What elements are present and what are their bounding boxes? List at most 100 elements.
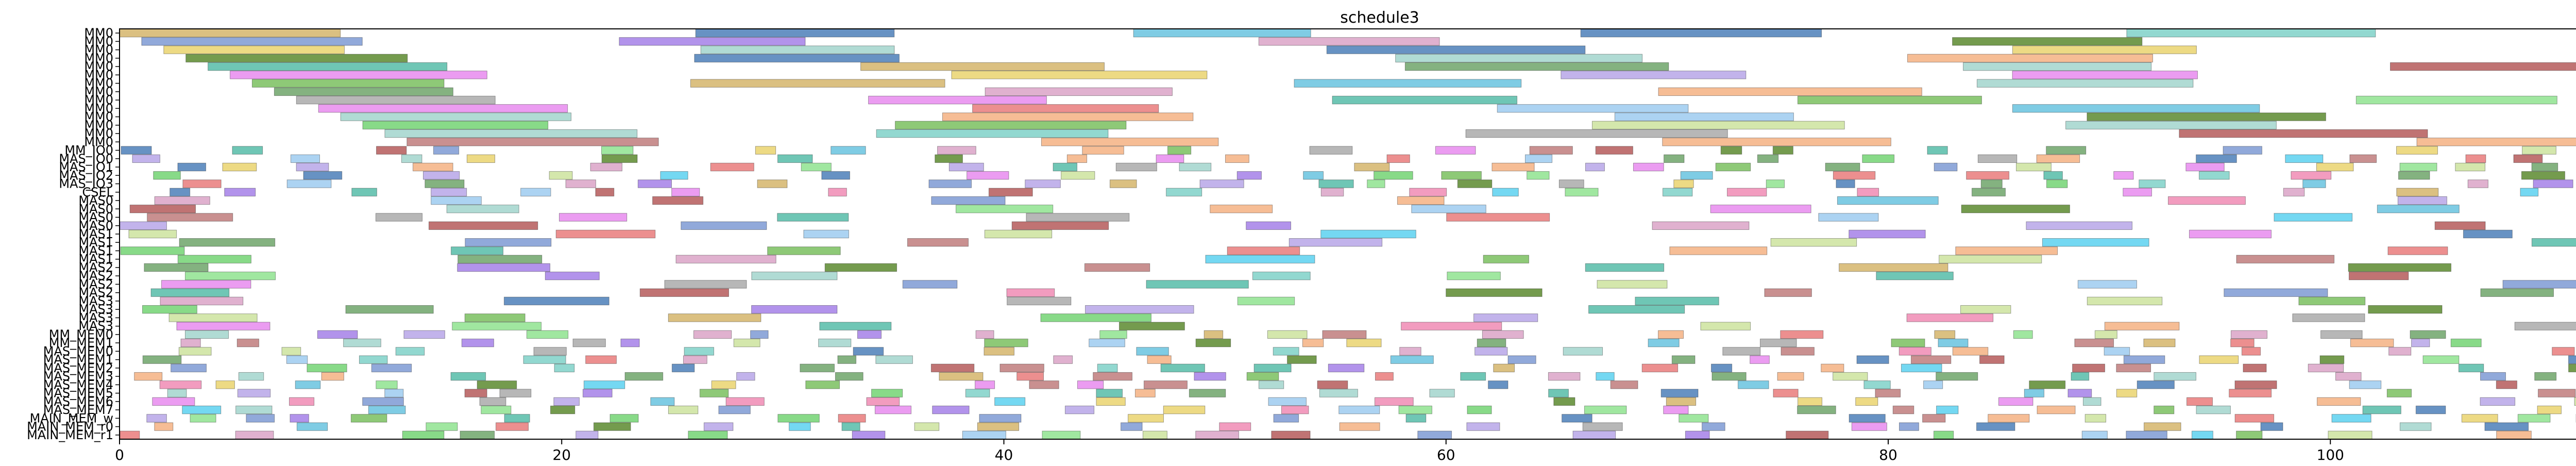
task-bar [821, 171, 850, 180]
task-bar [368, 405, 406, 414]
task-bar [907, 238, 969, 247]
task-bar [1473, 313, 1538, 322]
task-bar [251, 79, 445, 88]
task-bar [2123, 188, 2152, 196]
task-bar [935, 154, 963, 163]
task-bar [1899, 422, 1919, 431]
task-bar [2480, 288, 2554, 297]
task-bar [965, 389, 990, 397]
task-bar [1374, 397, 1414, 406]
task-bar [1797, 405, 1836, 414]
task-bar [1664, 154, 1685, 163]
x-tick-label: 80 [1879, 446, 1897, 463]
task-bar [180, 338, 201, 347]
task-bar [1253, 363, 1292, 373]
task-bar [142, 305, 197, 314]
y-tick-label: MAS0 [78, 202, 113, 216]
task-bar [2260, 422, 2283, 431]
task-bar [1084, 263, 1150, 272]
task-bar [121, 146, 152, 155]
bars-layer [119, 28, 2576, 440]
task-bar [1875, 389, 1901, 397]
task-bar [2223, 146, 2262, 155]
task-bar [736, 372, 755, 381]
task-bar [1726, 188, 1767, 196]
task-bar [777, 414, 820, 423]
task-bar [343, 338, 381, 347]
task-bar [167, 389, 187, 397]
task-bar [2189, 229, 2272, 239]
y-tick-label: MAS3 [78, 310, 113, 325]
task-bar [1857, 188, 1879, 196]
task-bar [1466, 422, 1500, 431]
task-bar [2013, 330, 2033, 339]
task-bar [853, 347, 884, 356]
task-bar [1585, 162, 1605, 172]
task-bar [1237, 296, 1295, 306]
task-bar [2496, 430, 2532, 440]
task-bar [2236, 430, 2263, 440]
task-bar [1773, 389, 1799, 397]
task-bar [128, 229, 177, 239]
task-bar [154, 422, 174, 431]
task-bar [695, 28, 895, 38]
task-bar [1339, 422, 1380, 431]
task-bar [150, 288, 230, 297]
task-bar [1309, 146, 1353, 155]
task-bar [141, 37, 363, 46]
task-bar [120, 221, 167, 230]
task-bar [1405, 414, 1427, 423]
task-bar [2042, 238, 2149, 247]
task-bar [426, 422, 458, 431]
task-bar [2154, 405, 2175, 414]
task-bar [725, 397, 765, 406]
task-bar [1166, 188, 1202, 196]
task-bar [184, 272, 276, 280]
task-bar [1497, 104, 1689, 113]
task-bar [1007, 296, 1072, 306]
x-tick-label: 60 [1437, 446, 1455, 463]
task-bar [824, 263, 897, 272]
task-bar [1961, 205, 2070, 213]
task-bar [1833, 372, 1868, 381]
task-bar [2087, 112, 2326, 121]
task-bar [431, 188, 467, 196]
task-bar [1977, 154, 2018, 163]
task-bar [457, 263, 551, 272]
task-bar [1053, 162, 1077, 172]
task-bar [2377, 205, 2460, 213]
task-bar [2074, 338, 2114, 347]
task-bar [2196, 405, 2231, 414]
y-tick-label: MM0 [84, 101, 113, 115]
task-bar [2450, 338, 2482, 347]
task-bar [2390, 62, 2576, 71]
task-bar [1156, 154, 1184, 163]
task-bar [2568, 363, 2576, 373]
x-tick-label: 20 [552, 446, 571, 463]
task-bar [321, 372, 344, 381]
task-bar [238, 372, 264, 381]
task-bar [835, 372, 863, 381]
task-bar [1375, 372, 1394, 381]
task-bar [620, 338, 640, 347]
task-bar [2046, 146, 2087, 155]
task-bar [1332, 95, 1518, 105]
y-tick-label: MAS2 [78, 260, 113, 275]
task-bar [2399, 422, 2432, 431]
task-bar [1849, 229, 1926, 239]
y-tick-label: MM0 [84, 59, 113, 74]
task-bar [2298, 296, 2366, 306]
task-bar [828, 188, 847, 196]
task-bar [1236, 171, 1262, 180]
task-bar [1053, 355, 1073, 364]
task-bar [1833, 171, 1876, 180]
task-bar [2285, 154, 2324, 163]
task-bar [1798, 397, 1823, 406]
task-bar [2348, 263, 2451, 272]
task-bar [1326, 45, 1586, 54]
task-bar [1146, 280, 1249, 289]
y-tick-label: MAIN_MEM_r0 [27, 420, 113, 434]
task-bar [2029, 380, 2066, 389]
task-bar [406, 138, 659, 146]
task-bar [2484, 422, 2529, 431]
